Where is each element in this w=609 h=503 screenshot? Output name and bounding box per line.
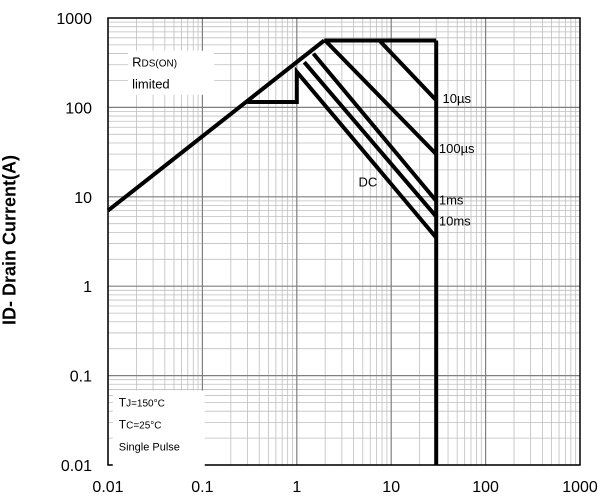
x-tick-label: 10 — [382, 479, 400, 496]
rds-label-box: RDS(ON) limited — [128, 50, 215, 95]
tj-main-text: T — [119, 396, 127, 410]
series-line-10ms — [302, 60, 438, 218]
annotation-10-s: 10µs — [443, 91, 472, 106]
single-pulse-label: Single Pulse — [119, 442, 180, 454]
x-tick-label: 1 — [292, 479, 301, 496]
rds-main-text: R — [132, 55, 141, 70]
tc-main-text: T — [119, 418, 127, 432]
series-line-dc — [247, 66, 438, 239]
x-tick-label: 0.1 — [191, 479, 213, 496]
tj-rest-text: J=150°C — [126, 399, 165, 410]
series-line-10-s — [377, 39, 438, 102]
rds-sub-text: DS(ON) — [141, 59, 177, 70]
y-axis-label: ID- Drain Current(A) — [0, 155, 20, 325]
annotation-dc: DC — [358, 175, 377, 190]
tj-label: TJ=150°C — [119, 396, 165, 410]
x-tick-label: 1000 — [562, 479, 598, 496]
series-line-100-s — [323, 39, 438, 156]
x-tick-label: 0.01 — [92, 479, 123, 496]
rds-limited-label: limited — [132, 77, 170, 92]
x-tick-labels: 0.01 0.1 1 10 100 1000 — [92, 479, 597, 496]
plot-frame — [107, 17, 581, 466]
series-lines — [106, 38, 439, 465]
rds-label: RDS(ON) — [132, 55, 177, 70]
annotation-10ms: 10ms — [439, 213, 471, 228]
curve-annotations: 10µs 100µs 1ms 10ms DC — [358, 91, 475, 228]
y-tick-label: 0.1 — [70, 369, 92, 386]
x-tick-label: 100 — [472, 479, 499, 496]
series-line-1ms — [311, 52, 438, 203]
annotation-100-s: 100µs — [439, 141, 475, 156]
y-tick-label: 100 — [65, 100, 92, 117]
y-tick-labels: 0.01 0.1 1 10 100 1000 — [56, 11, 92, 475]
y-tick-label: 10 — [74, 190, 92, 207]
tc-rest-text: C=25°C — [126, 421, 161, 432]
conditions-box: TJ=150°C TC=25°C Single Pulse — [112, 390, 205, 473]
y-tick-label: 0.01 — [61, 458, 92, 475]
series-line-rds-on-limited — [106, 38, 326, 213]
annotation-1ms: 1ms — [439, 193, 464, 208]
tc-label: TC=25°C — [119, 418, 162, 432]
y-tick-label: 1000 — [56, 11, 92, 28]
major-grid — [107, 18, 580, 466]
y-tick-label: 1 — [83, 279, 92, 296]
